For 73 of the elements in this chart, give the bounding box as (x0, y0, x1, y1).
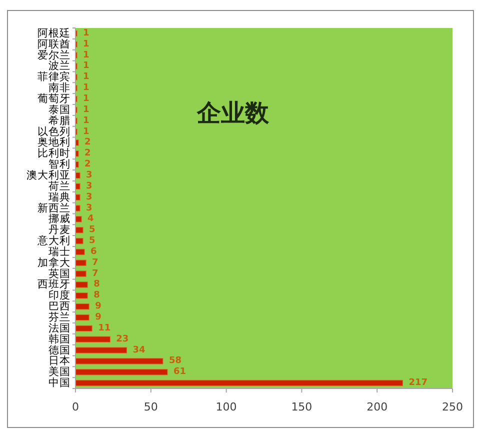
y-tick-label: 日本 (48, 354, 70, 368)
data-label: 2 (84, 138, 91, 148)
y-tick-label: 阿联酋 (38, 38, 70, 50)
data-label: 1 (83, 94, 90, 104)
y-tick-label: 加拿大 (38, 256, 70, 269)
data-label: 3 (86, 170, 92, 180)
y-tick-label: 波兰 (48, 59, 70, 72)
title: 企业数 (197, 98, 269, 127)
data-label: 8 (94, 280, 100, 290)
data-label: 3 (86, 181, 92, 192)
y-tick-label: 印度 (48, 288, 70, 302)
data-label: 5 (89, 225, 96, 236)
data-label: 23 (116, 334, 129, 344)
x-tick-label: 150 (291, 400, 312, 414)
data-label: 1 (83, 61, 90, 72)
data-label: 61 (173, 367, 186, 378)
y-tick-label: 法国 (48, 321, 70, 334)
data-label: 6 (90, 246, 97, 257)
y-tick-label: 德国 (48, 344, 70, 356)
y-tick-label: 泰国 (48, 104, 70, 116)
y-tick-label: 美国 (48, 365, 70, 378)
data-label: 3 (86, 203, 92, 214)
x-tick-label: 200 (366, 400, 388, 414)
data-label: 7 (92, 258, 98, 268)
x-tick-label: 50 (144, 400, 158, 414)
y-tick-label: 韩国 (48, 332, 70, 346)
y-tick-label: 新西兰 (38, 201, 70, 214)
y-tick-label: 挪威 (48, 212, 70, 226)
y-tick-label: 澳大利亚 (26, 168, 70, 182)
data-label: 58 (168, 356, 182, 366)
data-label: 3 (86, 192, 92, 202)
y-tick-label: 比利时 (38, 146, 70, 160)
x-tick-label: 250 (442, 400, 463, 414)
data-label: 7 (92, 268, 98, 279)
y-tick-label: 意大利 (36, 234, 70, 248)
data-label: 1 (83, 39, 90, 50)
data-label: 34 (132, 345, 146, 356)
y-tick-label: 中国 (48, 376, 70, 390)
data-label: 4 (88, 214, 94, 224)
data-label: 1 (83, 104, 90, 115)
y-tick-label: 南非 (48, 81, 70, 94)
data-label: 1 (83, 126, 90, 137)
y-tick-label: 丹麦 (48, 223, 70, 236)
y-tick-label: 奥地利 (38, 136, 70, 149)
y-tick-label: 菲律宾 (38, 70, 70, 84)
data-label: 11 (98, 323, 111, 334)
y-tick-label: 葡萄牙 (38, 92, 70, 106)
y-tick-label: 瑞典 (48, 190, 70, 204)
y-tick-label: 智利 (48, 158, 70, 171)
data-label: 5 (89, 236, 96, 246)
y-tick-label: 西班牙 (38, 278, 70, 291)
data-label: 2 (84, 148, 91, 159)
data-label: 1 (83, 116, 90, 126)
x-tick-label: 100 (216, 400, 237, 414)
data-label: 9 (95, 302, 102, 312)
y-tick-label: 瑞士 (48, 244, 70, 258)
y-tick-label: 芬兰 (48, 310, 70, 324)
y-tick-label: 荷兰 (48, 179, 70, 192)
y-tick-label: 英国 (48, 266, 70, 280)
data-label: 1 (83, 28, 90, 38)
y-tick-label: 巴西 (48, 300, 70, 313)
data-label: 2 (84, 160, 91, 170)
y-tick-label: 希腊 (48, 114, 70, 127)
data-label: 9 (95, 312, 102, 322)
y-tick-label: 爱尔兰 (38, 48, 70, 62)
data-label: 1 (83, 72, 90, 82)
data-label: 8 (94, 290, 100, 301)
y-tick-label: 阿根廷 (38, 27, 70, 40)
data-label: 1 (83, 50, 90, 60)
y-tick-label: 以色列 (38, 124, 70, 138)
data-label: 217 (408, 378, 428, 388)
data-label: 1 (83, 83, 90, 94)
x-tick-label: 0 (72, 400, 79, 414)
